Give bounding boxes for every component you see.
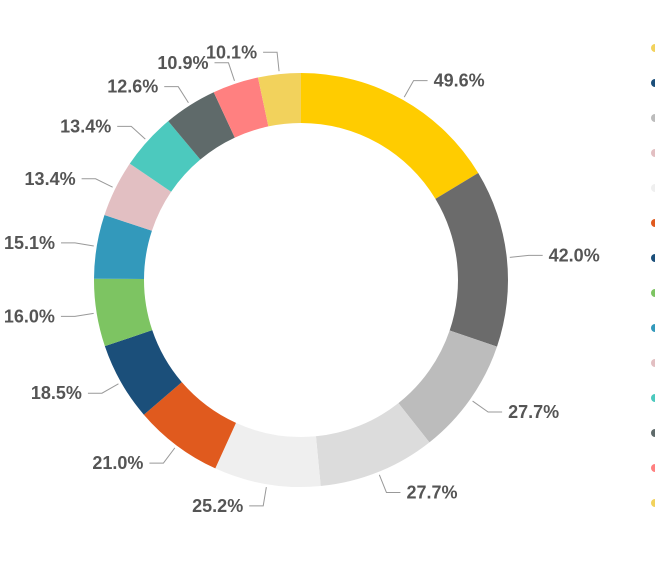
legend-marker-6[interactable] [651, 219, 655, 227]
legend-marker-10[interactable] [651, 359, 655, 367]
donut-slice-8[interactable] [94, 278, 153, 347]
donut-slice-2[interactable] [435, 173, 508, 347]
slice-label-14: 10.1% [206, 42, 257, 62]
donut-slice-4[interactable] [315, 403, 430, 487]
donut-slice-5[interactable] [215, 422, 321, 487]
leader-line-13 [214, 62, 235, 81]
leader-line-9 [61, 242, 94, 247]
leader-line-6 [149, 447, 176, 464]
donut-slice-9[interactable] [94, 215, 152, 280]
slice-label-11: 13.4% [60, 116, 111, 136]
leader-line-1 [403, 80, 428, 98]
slice-label-12: 12.6% [107, 77, 158, 97]
slice-label-6: 21.0% [92, 453, 143, 473]
donut-slice-1[interactable] [301, 73, 479, 199]
legend-marker-4[interactable] [651, 149, 655, 157]
slice-label-3: 27.7% [508, 402, 559, 422]
legend-marker-3[interactable] [651, 114, 655, 122]
donut-slice-10[interactable] [104, 163, 172, 231]
legend-marker-1[interactable] [651, 44, 655, 52]
slice-label-4: 27.7% [406, 482, 457, 502]
legend-marker-8[interactable] [651, 289, 655, 297]
leader-line-10 [81, 178, 113, 188]
donut-slice-14[interactable] [257, 73, 301, 127]
leader-line-12 [164, 86, 189, 103]
slice-label-13: 10.9% [157, 53, 208, 73]
leader-line-8 [60, 312, 94, 317]
donut-slice-11[interactable] [129, 121, 201, 192]
legend-marker-9[interactable] [651, 324, 655, 332]
leader-line-14 [263, 51, 280, 72]
leader-line-11 [117, 125, 146, 140]
leader-line-2 [509, 254, 543, 258]
legend-marker-14[interactable] [651, 499, 655, 507]
slice-label-5: 25.2% [192, 496, 243, 516]
leader-line-4 [378, 474, 401, 493]
slice-label-1: 49.6% [434, 71, 485, 91]
slice-label-8: 16.0% [4, 306, 55, 326]
legend-marker-12[interactable] [651, 429, 655, 437]
donut-slice-6[interactable] [143, 382, 236, 469]
slice-label-7: 18.5% [31, 383, 82, 403]
donut-slice-7[interactable] [104, 330, 182, 415]
legend-marker-7[interactable] [651, 254, 655, 262]
donut-slice-12[interactable] [168, 92, 235, 160]
leader-line-7 [87, 383, 119, 394]
legend-marker-2[interactable] [651, 79, 655, 87]
leader-line-3 [472, 400, 503, 413]
donut-slice-13[interactable] [213, 77, 269, 138]
slice-label-10: 13.4% [25, 169, 76, 189]
slice-label-2: 42.0% [549, 245, 600, 265]
legend-marker-13[interactable] [651, 464, 655, 472]
leader-line-5 [249, 487, 267, 507]
slice-label-9: 15.1% [4, 233, 55, 253]
legend-marker-11[interactable] [651, 394, 655, 402]
legend-marker-5[interactable] [651, 184, 655, 192]
donut-slice-3[interactable] [398, 330, 498, 443]
